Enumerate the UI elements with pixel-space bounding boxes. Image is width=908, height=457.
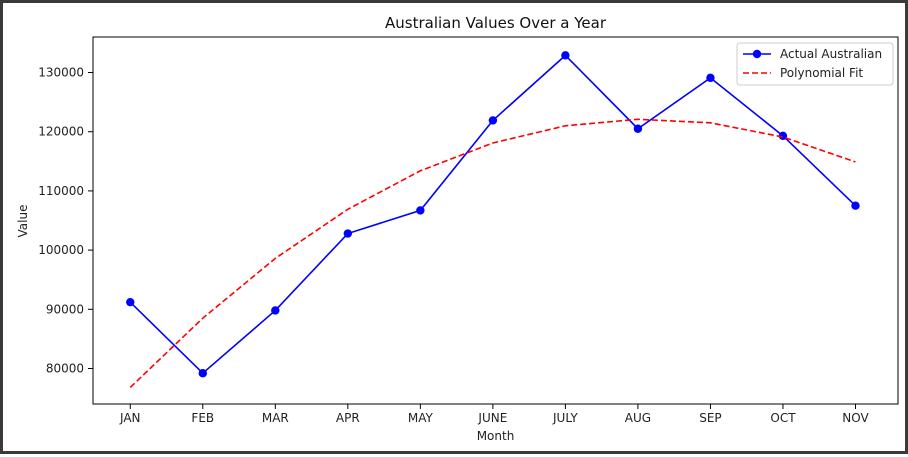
data-point — [706, 73, 715, 83]
y-tick-label: 80000 — [46, 361, 84, 375]
chart-legend: Actual Australian Polynomial Fit — [736, 42, 894, 86]
legend-box — [736, 42, 894, 86]
chart-title: Australian Values Over a Year — [385, 14, 607, 32]
y-tick-label: 100000 — [38, 243, 84, 257]
x-tick-label: AUG — [625, 411, 651, 425]
x-tick-label: MAR — [262, 411, 289, 425]
line-chart: Australian Values Over a Year 80000 90000… — [16, 14, 899, 443]
x-tick-label: SEP — [699, 411, 721, 425]
series-line-actual-australian — [129, 54, 857, 375]
data-point — [561, 51, 570, 60]
x-tick-label: JAN — [119, 411, 141, 425]
data-point — [198, 369, 207, 378]
x-tick-label: JULY — [552, 411, 578, 425]
data-point — [416, 206, 425, 215]
y-axis-label: Value — [16, 205, 30, 238]
data-point — [778, 131, 788, 141]
x-tick-label: NOV — [842, 411, 869, 425]
x-tick-label: JUNE — [477, 411, 507, 425]
y-tick-label: 110000 — [38, 184, 84, 198]
data-point — [126, 297, 135, 307]
y-tick-label: 90000 — [46, 302, 84, 316]
x-tick-label: OCT — [770, 411, 796, 425]
legend-label-polynomial-fit: Polynomial Fit — [780, 66, 863, 80]
x-tick-label: APR — [336, 411, 360, 425]
data-point — [271, 306, 280, 315]
y-tick-label: 130000 — [38, 66, 84, 80]
plot-area-border — [92, 36, 899, 405]
y-tick-label: 120000 — [38, 125, 84, 139]
data-point — [488, 116, 498, 125]
x-tick-label: MAY — [408, 411, 434, 425]
data-point — [633, 124, 643, 133]
data-point — [851, 201, 860, 210]
data-point — [343, 229, 353, 238]
legend-label-actual-australian: Actual Australian — [780, 47, 882, 61]
x-axis-label: Month — [477, 429, 515, 443]
x-tick-label: FEB — [191, 411, 214, 425]
series-line-polynomial-fit — [129, 118, 856, 389]
legend-marker — [752, 49, 762, 59]
